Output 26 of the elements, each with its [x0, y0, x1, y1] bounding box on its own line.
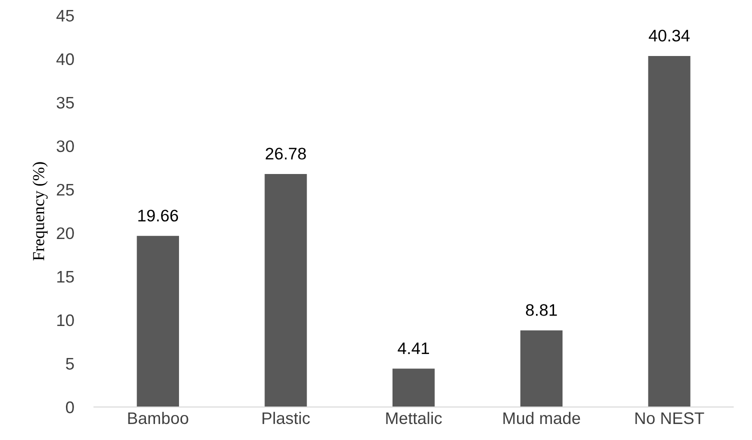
- x-tick-label: No NEST: [635, 412, 704, 424]
- y-tick-label: 45: [56, 10, 74, 22]
- data-label: 19.66: [138, 210, 178, 222]
- y-tick-label: 35: [56, 96, 74, 109]
- bar: [136, 236, 180, 407]
- x-tick-label: Mettalic: [386, 412, 442, 424]
- y-tick-label: 25: [56, 184, 74, 196]
- y-tick-label: 10: [57, 314, 74, 326]
- y-tick-label: 40: [56, 53, 74, 66]
- y-tick-label: 5: [66, 358, 74, 370]
- data-label: 26.78: [266, 148, 306, 160]
- y-tick-label: 15: [57, 271, 74, 283]
- data-label: 4.41: [398, 342, 430, 354]
- x-tick-label: Plastic: [262, 412, 310, 424]
- bar: [520, 330, 563, 407]
- bar: [264, 174, 307, 407]
- data-label: 8.81: [526, 304, 557, 316]
- data-label: 40.34: [648, 30, 690, 42]
- x-tick-label: Mud made: [503, 412, 580, 424]
- y-axis-title: Frequency (%): [32, 162, 48, 260]
- x-tick-label: Bamboo: [128, 412, 188, 424]
- y-tick-label: 30: [56, 140, 74, 152]
- bar: [648, 56, 690, 407]
- y-tick-label: 0: [66, 401, 74, 414]
- bar: [392, 368, 435, 407]
- y-tick-label: 20: [56, 227, 74, 240]
